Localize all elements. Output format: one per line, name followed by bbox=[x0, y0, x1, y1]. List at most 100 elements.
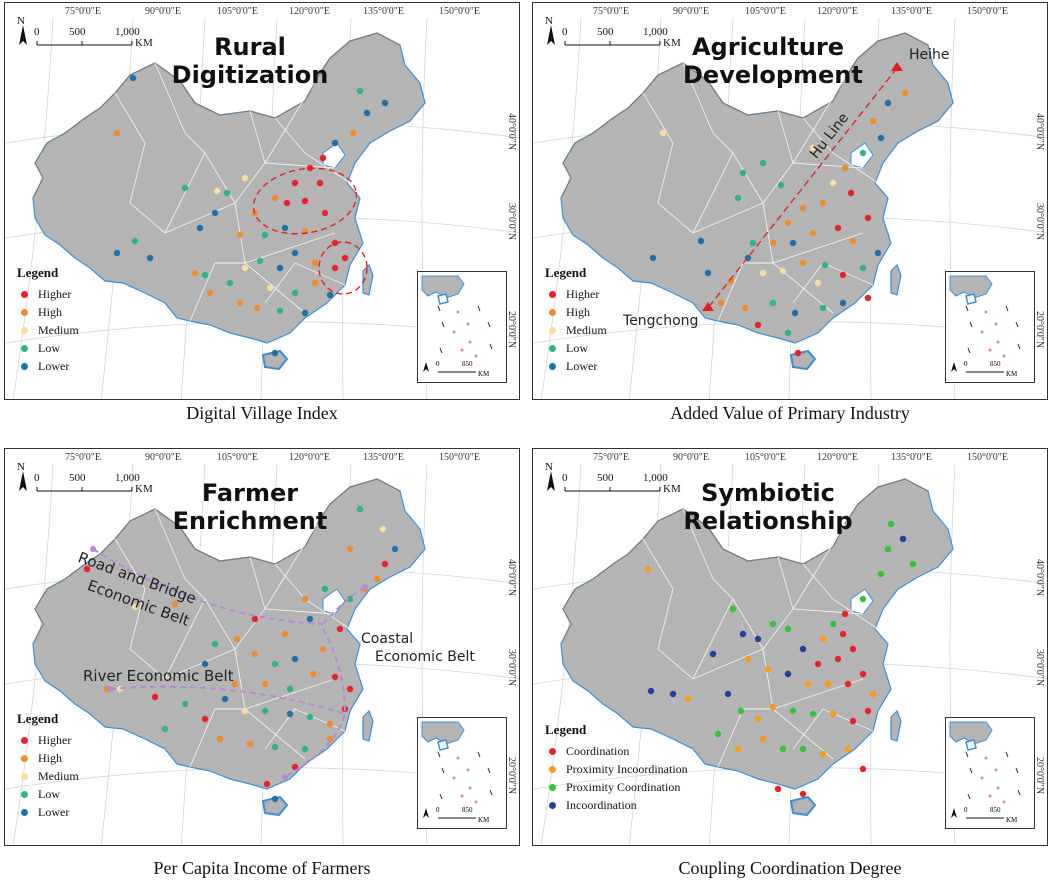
longitude-label: 75°0'0"E bbox=[593, 6, 629, 17]
longitude-label: 135°0'0"E bbox=[363, 6, 404, 17]
land-border bbox=[560, 32, 929, 199]
land-border bbox=[560, 478, 929, 645]
latitude-label: 40°0'0"N bbox=[1034, 559, 1045, 597]
tengchong-marker bbox=[702, 302, 714, 311]
arrow-head bbox=[90, 546, 96, 552]
longitude-label: 105°0'0"E bbox=[745, 452, 786, 463]
map-title: Agriculture Development bbox=[683, 33, 863, 89]
legend-item: Lower bbox=[545, 357, 607, 375]
inset-dash-line bbox=[1017, 343, 1021, 350]
inset-island bbox=[456, 756, 460, 760]
city-point bbox=[226, 279, 234, 287]
latitude-label: 20°0'0"N bbox=[1034, 311, 1045, 349]
legend-label: Lower bbox=[38, 804, 70, 819]
city-point bbox=[839, 299, 847, 307]
inset-hainan bbox=[965, 739, 977, 751]
city-point bbox=[884, 99, 892, 107]
longitude-label: 105°0'0"E bbox=[745, 6, 786, 17]
city-point bbox=[809, 144, 817, 152]
inset-scale-850: 850 bbox=[462, 360, 473, 368]
city-point bbox=[864, 214, 872, 222]
city-point bbox=[864, 294, 872, 302]
north-arrow-scale-svg bbox=[19, 471, 133, 492]
city-point bbox=[271, 660, 279, 668]
legend-label: Lower bbox=[566, 358, 598, 373]
inset-island bbox=[994, 768, 998, 772]
city-point bbox=[869, 117, 877, 125]
city-point bbox=[131, 603, 139, 611]
province-border-line bbox=[792, 708, 874, 750]
city-point bbox=[346, 685, 354, 693]
city-point bbox=[841, 164, 849, 172]
city-point bbox=[779, 745, 787, 753]
city-point bbox=[363, 109, 371, 117]
inset-island bbox=[984, 310, 988, 314]
inset-island bbox=[996, 786, 1000, 790]
map-title-line2: Digitization bbox=[171, 61, 329, 89]
legend-label: Higher bbox=[38, 286, 72, 301]
city-point bbox=[286, 685, 294, 693]
city-point bbox=[266, 284, 274, 292]
river-belt-label: River Economic Belt bbox=[83, 667, 234, 685]
city-points bbox=[83, 505, 399, 803]
longitude-label: 120°0'0"E bbox=[817, 452, 858, 463]
city-point bbox=[799, 204, 807, 212]
inset-dash-line bbox=[439, 347, 443, 354]
map-panel-farmer-enrichment: 75°0'0"E 90°0'0"E 105°0'0"E 120°0'0"E 135°0'… bbox=[4, 448, 520, 846]
latitude-label: 30°0'0"N bbox=[506, 203, 517, 241]
city-point bbox=[769, 620, 777, 628]
coastal-belt-label-line1: Coastal bbox=[361, 631, 414, 647]
caption-added-value-primary-industry: Added Value of Primary Industry bbox=[670, 403, 910, 423]
longitude-label: 135°0'0"E bbox=[363, 452, 404, 463]
legend-label: Medium bbox=[38, 322, 79, 337]
city-point bbox=[291, 763, 299, 771]
legend-swatch bbox=[549, 362, 556, 370]
city-point bbox=[834, 224, 842, 232]
heihe-label: Heihe bbox=[909, 47, 950, 63]
city-point bbox=[349, 129, 357, 137]
city-point bbox=[901, 89, 909, 97]
highlight-ellipse-north bbox=[252, 167, 358, 235]
city-point bbox=[859, 595, 867, 603]
map-panel-rural-digitization: 75°0'0"E 90°0'0"E 105°0'0"E 120°0'0"E 135°0'… bbox=[4, 2, 520, 400]
city-point bbox=[263, 780, 271, 788]
inset-dash-line bbox=[1005, 751, 1009, 758]
city-point bbox=[829, 620, 837, 628]
legend-swatch bbox=[549, 783, 556, 791]
legend-item: Medium bbox=[545, 321, 607, 339]
city-point bbox=[814, 660, 822, 668]
inset-island bbox=[988, 794, 992, 798]
map-title-line1: Agriculture bbox=[691, 33, 845, 61]
inset-dash-line bbox=[487, 767, 491, 774]
highlight-ellipse-east bbox=[318, 241, 368, 295]
city-point bbox=[356, 505, 364, 513]
city-point bbox=[319, 645, 327, 653]
city-point bbox=[759, 159, 767, 167]
province-border-line bbox=[682, 62, 734, 234]
north-arrow-scale-svg bbox=[547, 471, 661, 492]
inset-island bbox=[1002, 354, 1006, 358]
inset-island bbox=[468, 786, 472, 790]
scale-label-0: 0 bbox=[34, 472, 40, 484]
latitude-label: 40°0'0"N bbox=[506, 113, 517, 151]
north-arrow-scale-svg bbox=[19, 25, 133, 46]
latitude-label: 40°0'0"N bbox=[506, 559, 517, 597]
legend-label: Coordination bbox=[566, 743, 630, 758]
south-china-sea-inset: 0 850 KM bbox=[945, 271, 1035, 383]
inset-dash-line bbox=[487, 321, 491, 328]
inset-scale-0: 0 bbox=[436, 360, 440, 368]
city-point bbox=[819, 304, 827, 312]
province-border-line bbox=[732, 598, 834, 760]
province-border-line bbox=[777, 556, 864, 615]
province-border-line bbox=[164, 77, 318, 234]
inset-island bbox=[980, 776, 984, 780]
city-point bbox=[799, 790, 807, 798]
province-border-line bbox=[717, 678, 864, 768]
map-canvas bbox=[5, 463, 519, 845]
city-point bbox=[321, 585, 329, 593]
map-canvas bbox=[5, 17, 519, 399]
legend-label: Low bbox=[566, 340, 588, 355]
legend-item: Low bbox=[17, 785, 79, 803]
city-point bbox=[223, 189, 231, 197]
inset-scale-unit: KM bbox=[1006, 370, 1018, 378]
